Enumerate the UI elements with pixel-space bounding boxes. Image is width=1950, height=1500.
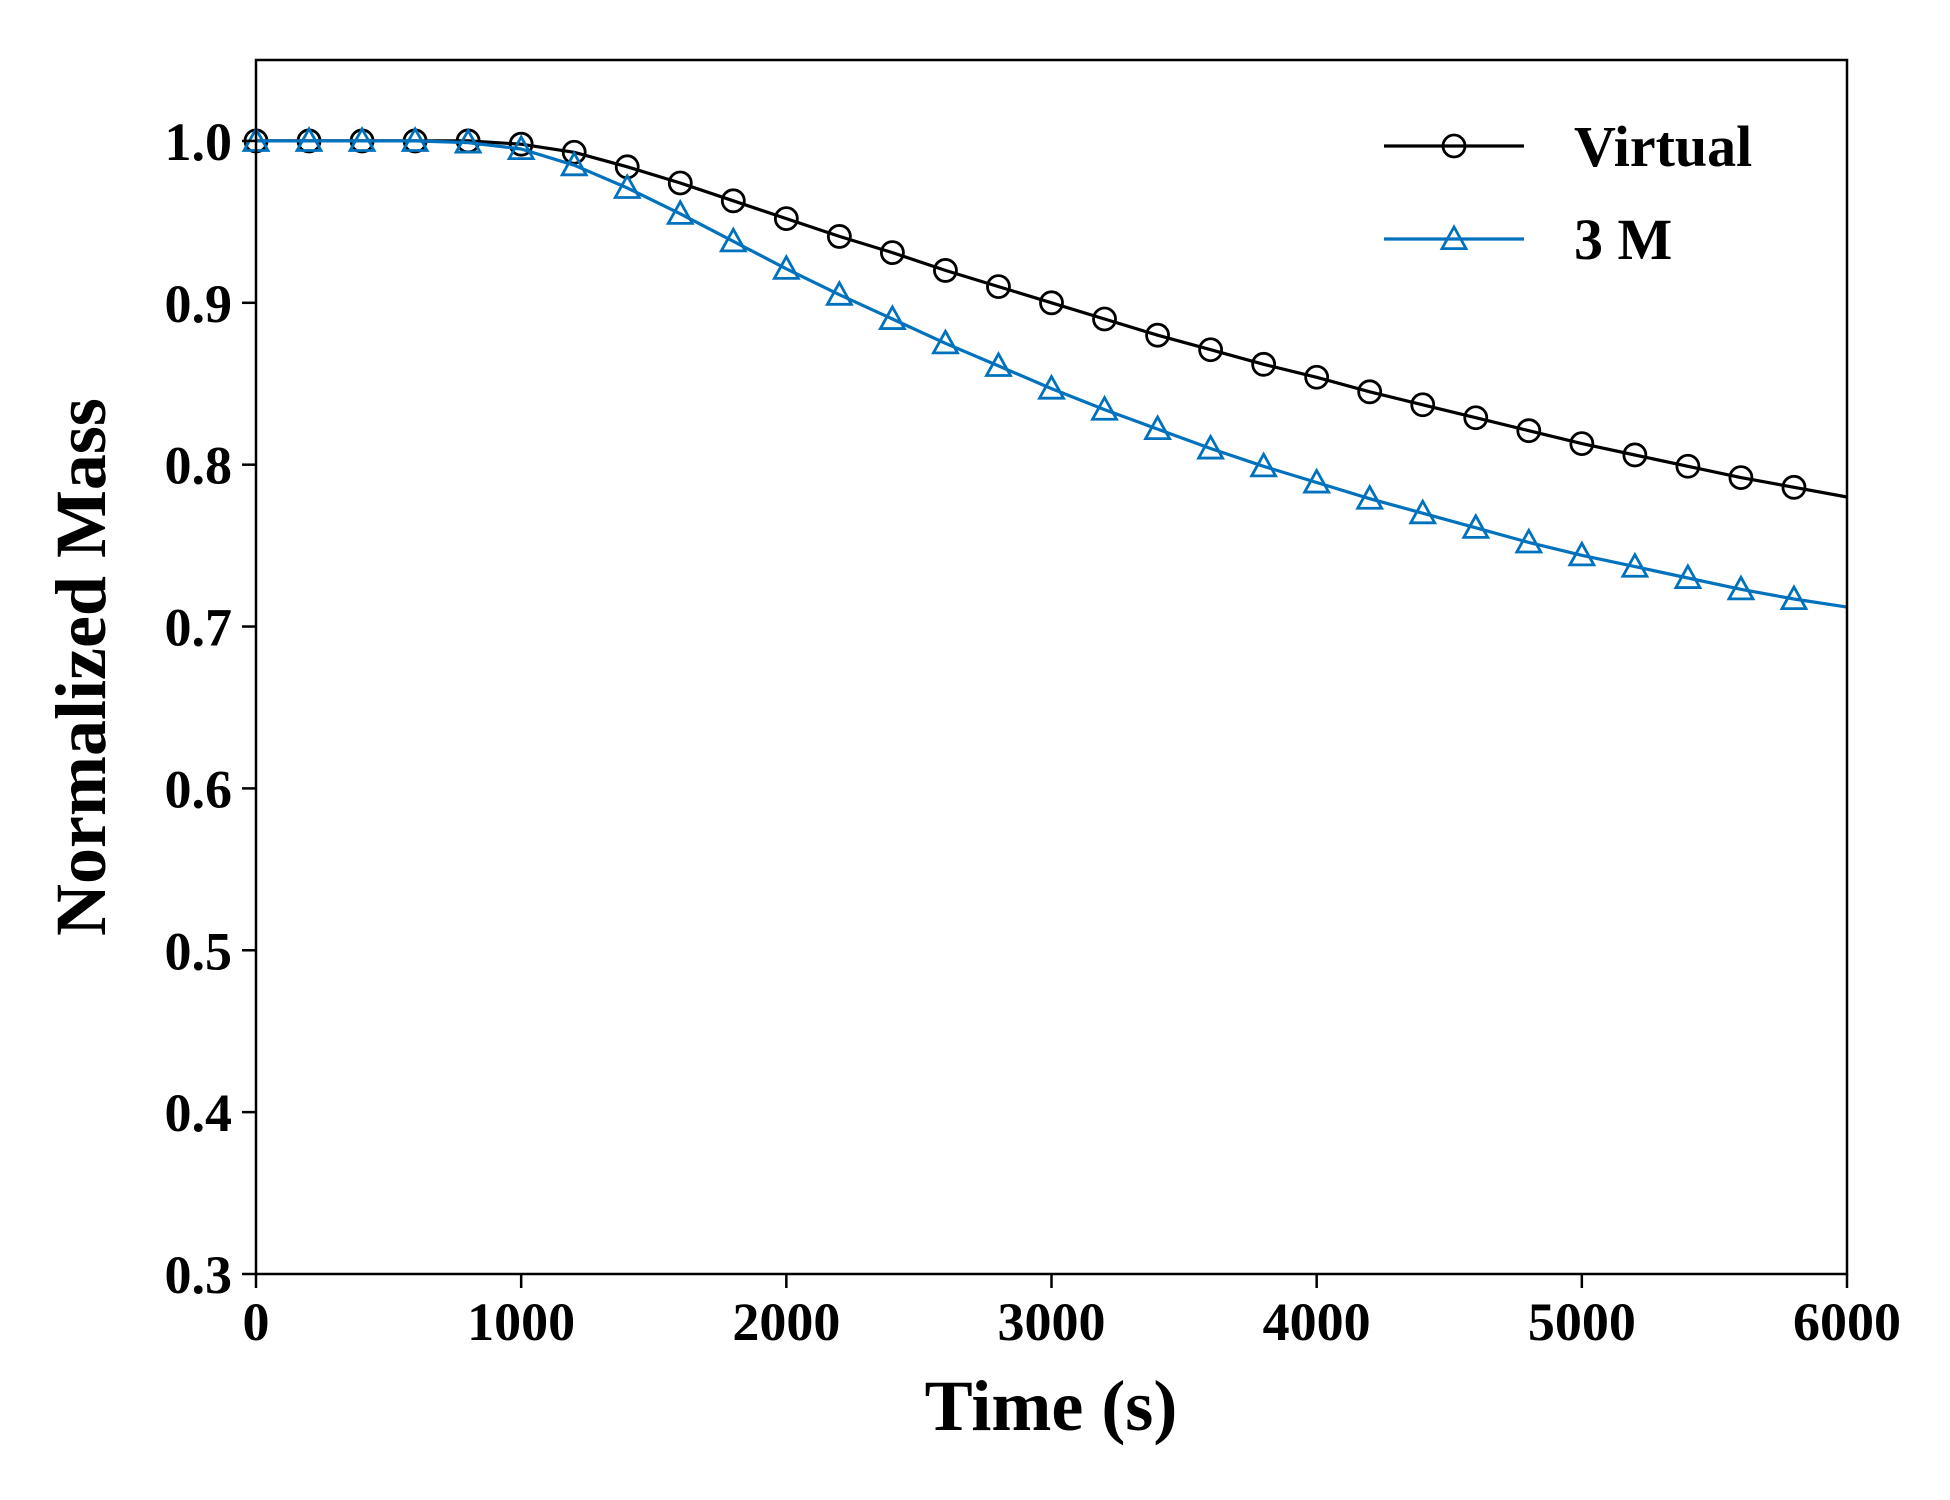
x-axis: 0 1000 2000 3000 4000 5000 6000 — [243, 1274, 1901, 1352]
y-tick-label: 0.5 — [165, 921, 233, 981]
y-tick-label: 0.7 — [165, 598, 233, 658]
x-axis-title: Time (s) — [925, 1366, 1178, 1446]
data-point — [1514, 527, 1544, 554]
y-axis: 0.3 0.4 0.5 0.6 0.7 0.8 0.9 1.0 — [165, 112, 256, 1305]
data-point — [1516, 418, 1542, 444]
data-point — [1357, 379, 1383, 405]
data-point — [1249, 451, 1279, 478]
data-point — [1622, 442, 1648, 468]
data-point — [1620, 551, 1650, 578]
x-tick-label: 3000 — [998, 1292, 1106, 1352]
data-point — [1143, 414, 1172, 441]
data-point — [984, 351, 1013, 377]
x-tick-label: 4000 — [1263, 1292, 1371, 1352]
data-point — [1408, 498, 1438, 525]
data-point — [1302, 467, 1332, 494]
legend-item: Virtual — [1384, 114, 1752, 179]
data-point — [1673, 563, 1703, 589]
y-tick-label: 0.4 — [165, 1083, 233, 1143]
data-point — [878, 304, 907, 330]
x-tick-label: 0 — [243, 1292, 270, 1352]
data-point — [1781, 474, 1807, 500]
data-point — [1463, 405, 1489, 431]
data-point — [826, 224, 852, 249]
data-point — [771, 253, 801, 280]
x-tick-label: 2000 — [732, 1292, 840, 1352]
series-line — [256, 139, 1848, 499]
data-point — [1569, 431, 1595, 457]
data-point — [1675, 453, 1701, 479]
data-point — [665, 198, 695, 225]
data-point — [1461, 512, 1491, 539]
y-tick-label: 0.8 — [165, 436, 233, 496]
data-point — [931, 328, 960, 355]
data-point — [506, 134, 536, 161]
legend-label: 3 M — [1574, 207, 1672, 272]
data-point — [453, 127, 483, 154]
x-tick-label: 1000 — [467, 1292, 575, 1352]
data-point — [1092, 306, 1117, 332]
data-point — [880, 240, 905, 266]
y-tick-label: 0.6 — [165, 759, 233, 819]
legend: Virtual 3 M — [1384, 114, 1752, 272]
data-point — [1145, 322, 1170, 348]
data-point — [1251, 351, 1277, 377]
x-tick-label: 6000 — [1793, 1292, 1901, 1352]
y-axis-title: Normalized Mass — [41, 398, 121, 936]
data-point — [1304, 364, 1330, 390]
series-3m — [241, 126, 1848, 611]
data-point — [1196, 433, 1225, 460]
data-point — [1567, 540, 1597, 567]
data-point — [1198, 337, 1223, 363]
data-point — [720, 188, 746, 214]
plot-marks — [241, 126, 1848, 611]
data-point — [1090, 394, 1119, 421]
data-point — [347, 126, 377, 152]
data-point — [1355, 483, 1385, 510]
data-point — [1039, 290, 1064, 316]
series-virtual — [243, 128, 1848, 500]
data-point — [400, 126, 430, 152]
data-point — [773, 206, 799, 232]
data-point — [718, 226, 748, 253]
data-point — [986, 274, 1011, 300]
data-point — [559, 150, 589, 177]
series-line — [256, 139, 1848, 609]
data-point — [612, 172, 642, 199]
data-point — [561, 139, 587, 165]
legend-item: 3 M — [1384, 207, 1672, 272]
y-tick-label: 0.9 — [165, 274, 233, 334]
data-point — [1728, 465, 1754, 491]
data-point — [1410, 392, 1436, 418]
data-point — [824, 279, 854, 306]
data-point — [933, 258, 958, 283]
y-tick-label: 0.3 — [165, 1245, 233, 1305]
y-tick-label: 1.0 — [165, 112, 233, 172]
data-point — [508, 131, 534, 157]
legend-label: Virtual — [1574, 114, 1752, 179]
data-point — [1726, 574, 1756, 601]
legend-marker — [1441, 133, 1467, 159]
data-point — [1037, 373, 1066, 400]
x-tick-label: 5000 — [1528, 1292, 1636, 1352]
data-point — [294, 126, 324, 152]
data-point — [1779, 584, 1809, 611]
data-point — [667, 170, 693, 196]
legend-marker — [1439, 224, 1469, 251]
